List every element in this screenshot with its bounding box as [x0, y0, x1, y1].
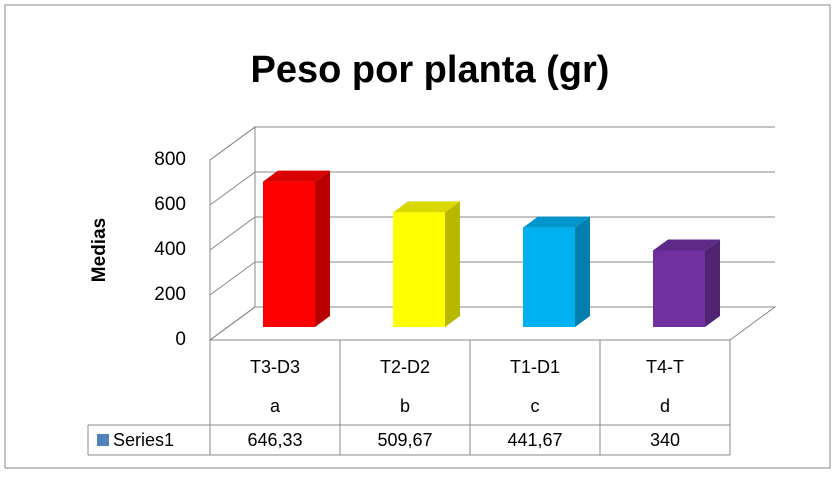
- grid-line: [209, 171, 775, 206]
- grid-line: [209, 261, 775, 296]
- bar: [523, 227, 575, 327]
- value-label: 441,67: [507, 430, 562, 450]
- grid-line: [209, 216, 775, 251]
- bar-top: [263, 170, 330, 182]
- legend-key: [97, 434, 109, 446]
- bar-side: [575, 216, 590, 327]
- y-tick-label: 600: [154, 194, 186, 215]
- grid-line: [209, 126, 775, 161]
- group-label: d: [660, 396, 670, 416]
- value-label: 646,33: [247, 430, 302, 450]
- y-tick-label: 800: [154, 149, 186, 170]
- x-tick-label: T4-T: [646, 357, 684, 377]
- bar-top: [393, 201, 460, 213]
- bar-top: [653, 239, 720, 251]
- bar-top: [523, 216, 590, 228]
- bar: [263, 181, 315, 327]
- group-label: c: [531, 396, 540, 416]
- bar: [653, 250, 705, 327]
- group-label: b: [400, 396, 410, 416]
- y-axis-label: Medias: [89, 218, 110, 282]
- x-tick-label: T2-D2: [380, 357, 430, 377]
- legend-label: Series1: [113, 430, 174, 450]
- bar: [393, 212, 445, 327]
- grid-line: [209, 306, 775, 341]
- y-tick-label: 400: [154, 239, 186, 260]
- group-label: a: [270, 396, 281, 416]
- chart-title: Peso por planta (gr): [251, 49, 610, 91]
- bar-side: [445, 201, 460, 327]
- x-tick-label: T3-D3: [250, 357, 300, 377]
- value-label: 509,67: [377, 430, 432, 450]
- y-tick-label: 0: [175, 329, 186, 350]
- value-label: 340: [650, 430, 680, 450]
- y-tick-label: 200: [154, 284, 186, 305]
- bar-side: [705, 239, 720, 327]
- x-tick-label: T1-D1: [510, 357, 560, 377]
- bar-side: [315, 170, 330, 327]
